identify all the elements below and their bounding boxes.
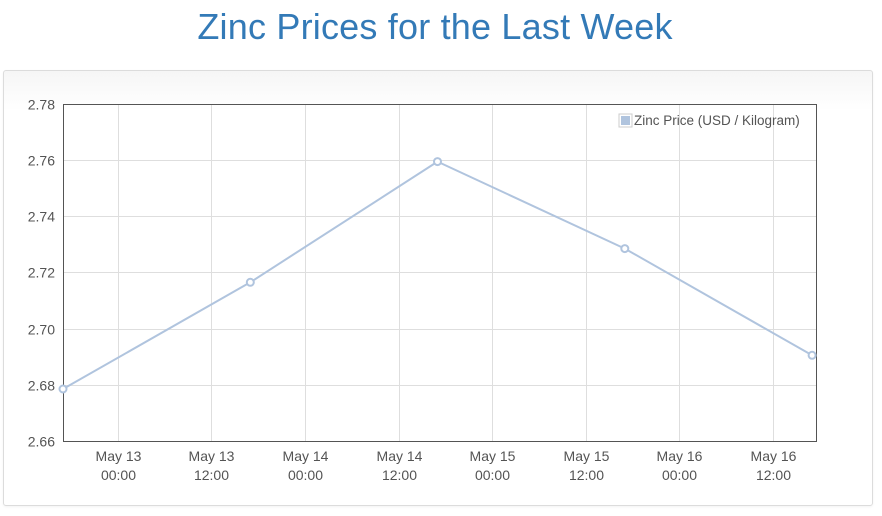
x-tick-time-label: 00:00: [662, 467, 697, 483]
series-layer: [58, 157, 817, 394]
legend-swatch: [621, 116, 630, 125]
line-chart: 2.66 2.68 2.70 2.72 2.74 2.76 2.78 May 13 00:00 M…: [28, 97, 817, 483]
y-tick-label: 2.76: [28, 153, 55, 169]
x-tick-date-label: May 13: [189, 448, 235, 464]
x-tick-date-label: May 15: [470, 448, 516, 464]
legend: Zinc Price (USD / Kilogram): [618, 113, 800, 128]
x-tick-date-label: May 15: [564, 448, 610, 464]
x-tick-date-label: May 13: [96, 448, 142, 464]
x-tick-date-label: May 16: [751, 448, 797, 464]
x-tick-time-label: 12:00: [194, 467, 229, 483]
data-point[interactable]: [58, 384, 68, 394]
x-tick-time-label: 12:00: [569, 467, 604, 483]
x-tick-time-label: 12:00: [382, 467, 417, 483]
grid: [63, 104, 816, 441]
y-tick-label: 2.72: [28, 265, 55, 281]
data-point[interactable]: [245, 277, 255, 287]
x-tick-date-label: May 14: [377, 448, 423, 464]
x-tick-time-label: 00:00: [101, 467, 136, 483]
x-tick-date-label: May 16: [657, 448, 703, 464]
y-tick-label: 2.78: [28, 97, 55, 113]
page-title: Zinc Prices for the Last Week: [197, 6, 673, 47]
x-tick-time-label: 12:00: [756, 467, 791, 483]
series-line: [62, 160, 813, 390]
legend-label: Zinc Price (USD / Kilogram): [634, 113, 800, 128]
axes: 2.66 2.68 2.70 2.72 2.74 2.76 2.78 May 13 00:00 M…: [28, 97, 817, 483]
data-point[interactable]: [807, 350, 817, 360]
x-tick-time-label: 00:00: [475, 467, 510, 483]
data-point[interactable]: [620, 244, 630, 254]
x-tick-date-label: May 14: [283, 448, 329, 464]
data-point[interactable]: [433, 157, 442, 167]
y-tick-label: 2.70: [28, 322, 55, 338]
y-tick-label: 2.66: [28, 434, 55, 450]
y-tick-label: 2.74: [28, 209, 55, 225]
chart-panel: 2.66 2.68 2.70 2.72 2.74 2.76 2.78 May 13 00:00 M…: [3, 70, 873, 506]
y-tick-label: 2.68: [28, 378, 55, 394]
plot-frame: [63, 104, 817, 442]
x-tick-time-label: 00:00: [288, 467, 323, 483]
